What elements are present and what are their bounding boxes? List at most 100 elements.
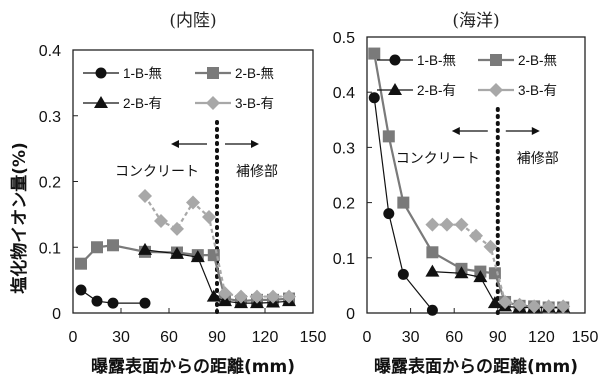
y-tick-label: 0.1 (39, 240, 61, 257)
y-tick-label: 0.4 (333, 85, 355, 102)
legend-label: 3-B-有 (518, 83, 557, 98)
chart-title: (海洋) (452, 11, 499, 31)
legend-label: 1-B-無 (417, 53, 456, 68)
legend-label: 2-B-有 (417, 83, 456, 98)
x-tick-label: 60 (160, 329, 178, 346)
x-tick-label: 60 (445, 329, 463, 346)
y-tick-label: 0.1 (333, 251, 355, 268)
y-axis-title: 塩化物イオン量(%) (9, 142, 30, 294)
series-line (373, 97, 433, 311)
left-arrow-head (171, 140, 179, 148)
data-point (138, 188, 152, 203)
data-point (541, 299, 556, 314)
data-point (186, 195, 200, 210)
right-arrow-head (251, 140, 259, 148)
data-point (154, 213, 168, 228)
data-point (75, 257, 87, 270)
data-point (383, 208, 395, 220)
annotation-concrete: コンクリート (115, 164, 199, 180)
data-point (487, 296, 502, 309)
x-tick-label: 0 (363, 329, 372, 346)
x-tick-label: 30 (402, 329, 420, 346)
legend-entry: 2-B-有 (377, 83, 456, 98)
data-point (454, 266, 469, 279)
left-arrow-head (451, 127, 460, 135)
data-point (425, 217, 440, 232)
data-point (527, 299, 542, 314)
data-point (426, 246, 439, 259)
legend-entry: 3-B-有 (195, 96, 274, 111)
data-point (206, 289, 221, 302)
x-tick-label: 120 (252, 329, 279, 346)
legend-label: 2-B-無 (518, 53, 557, 68)
legend-marker (94, 96, 108, 108)
legend-marker (489, 83, 503, 97)
plot-frame (366, 36, 586, 314)
x-tick-label: 150 (300, 329, 327, 346)
panel-inland: (内陸) 0 0.1 0.2 0.3 0.4 0 30 60 90 120 150 曝露表面からの距離(… (39, 11, 327, 377)
data-point (512, 297, 527, 312)
series-line (80, 289, 145, 304)
legend-entry: 2-B-無 (195, 66, 274, 81)
data-point (107, 239, 119, 252)
legend-marker (207, 67, 219, 79)
series-line (432, 223, 564, 308)
x-axis-title: 曝露表面からの距離(mm) (91, 356, 295, 377)
y-tick-label: 0.3 (39, 109, 61, 126)
data-point (190, 250, 205, 263)
y-tick-label: 0.2 (333, 196, 355, 213)
legend-entry: 3-B-有 (478, 83, 557, 98)
legend-label: 2-B-有 (123, 96, 162, 111)
legend-marker (490, 54, 502, 66)
data-point (266, 289, 280, 304)
x-tick-label: 90 (489, 329, 507, 346)
series-1-B-無 (368, 92, 438, 316)
y-tick-label: 0.2 (39, 175, 61, 192)
data-point (425, 264, 440, 277)
data-point (469, 228, 483, 243)
data-point (91, 295, 103, 307)
data-point (426, 304, 438, 316)
x-axis-title: 曝露表面からの距離(mm) (374, 356, 578, 377)
data-point (382, 130, 395, 143)
data-point (91, 241, 103, 254)
legend-marker (95, 67, 107, 79)
data-point (397, 268, 409, 280)
x-tick-label: 0 (69, 329, 78, 346)
y-tick-label: 0 (52, 306, 61, 323)
legend-marker (206, 96, 220, 110)
annotation-repair: 補修部 (517, 151, 559, 167)
data-point (202, 210, 216, 225)
annotation-concrete: コンクリート (396, 151, 480, 167)
legend-entry: 1-B-無 (83, 66, 162, 81)
data-point (397, 196, 410, 209)
x-tick-label: 90 (208, 329, 226, 346)
data-point (218, 286, 232, 301)
y-tick-label: 0.4 (39, 43, 61, 60)
data-point (170, 246, 184, 259)
legend-label: 3-B-有 (235, 96, 274, 111)
data-point (368, 92, 380, 104)
data-point (75, 284, 87, 296)
legend-entry: 2-B-無 (478, 53, 557, 68)
data-point (234, 289, 248, 304)
data-point (454, 217, 469, 232)
plot-frame (72, 49, 314, 314)
data-point (368, 47, 381, 60)
legend-entry: 2-B-有 (83, 96, 162, 111)
x-tick-label: 150 (572, 329, 599, 346)
legend-entry: 1-B-無 (377, 53, 456, 68)
right-arrow-head (531, 127, 540, 135)
panel-ocean: (海洋) 0 0.1 0.2 0.3 0.4 0.5 0 30 60 90 120 150 曝露表面からの… (333, 11, 599, 377)
y-tick-label: 0.5 (333, 30, 355, 47)
data-point (282, 289, 296, 304)
y-tick-label: 0.3 (333, 140, 355, 157)
legend-label: 2-B-無 (235, 66, 274, 81)
series-line (144, 195, 289, 298)
x-tick-label: 30 (112, 329, 130, 346)
data-point (138, 242, 152, 255)
legend-marker (388, 83, 402, 95)
x-tick-label: 120 (528, 329, 555, 346)
chart-title: (内陸) (169, 11, 216, 31)
